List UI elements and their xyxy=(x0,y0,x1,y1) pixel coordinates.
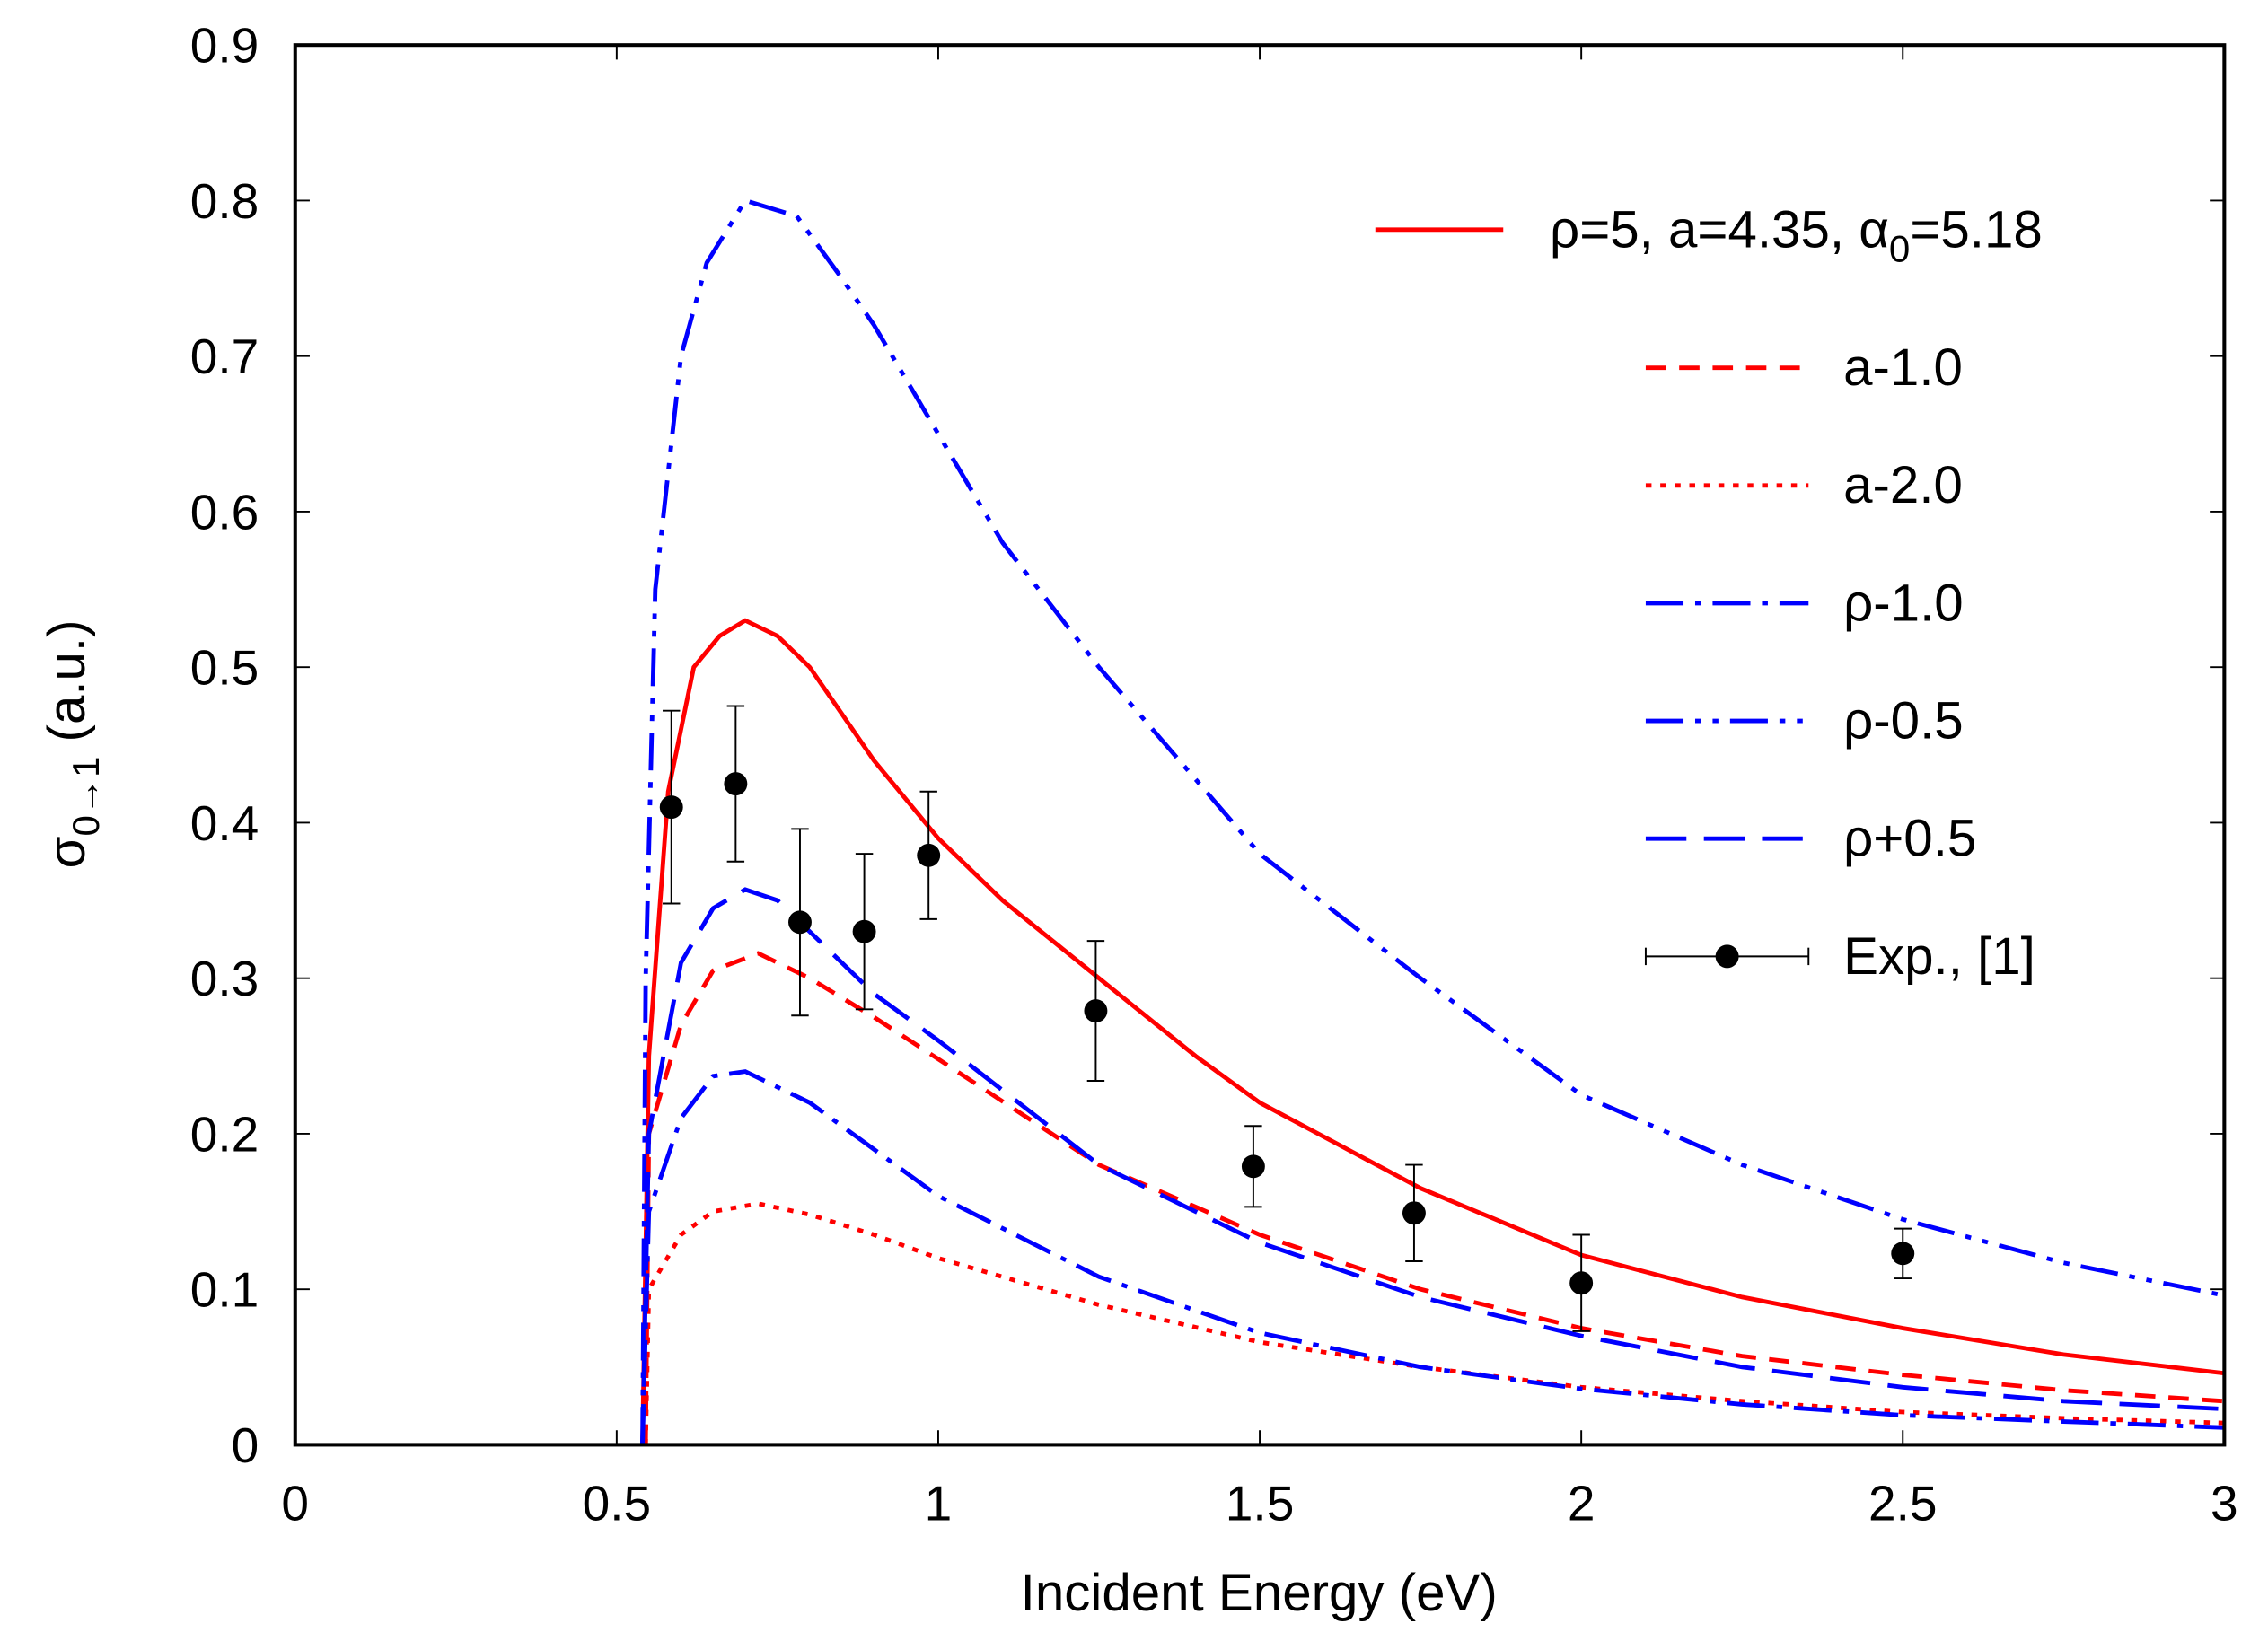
y-tick-label: 0.2 xyxy=(190,1106,259,1162)
x-tick-label: 2 xyxy=(1568,1476,1596,1531)
legend-label: ρ-0.5 xyxy=(1843,692,1964,750)
axis-ticks: 0 0.5 1 1.5 2 2.5 3 0 0.1 0.2 0.3 0.4 0.5 0.6 0.7 0.8 0.… xyxy=(190,18,2238,1531)
data-point xyxy=(917,843,941,867)
legend-label: a-1.0 xyxy=(1843,338,1963,397)
data-point xyxy=(1569,1271,1594,1295)
y-tick-label: 0.3 xyxy=(190,951,259,1006)
series-line--1-0 xyxy=(640,1069,2225,1445)
y-tick-label: 0.8 xyxy=(190,173,259,229)
x-tick-label: 3 xyxy=(2211,1476,2238,1531)
x-tick-label: 1.5 xyxy=(1226,1476,1295,1531)
plot-frame xyxy=(293,43,2227,1447)
legend: ρ=5, a=4.35, α0=5.18 a-1.0 a-2.0 ρ-1.0 ρ-0.5… xyxy=(1375,200,2043,986)
legend-label: Exp., [1] xyxy=(1843,927,2035,986)
x-tick-label: 1 xyxy=(925,1476,953,1531)
legend-label: ρ-1.0 xyxy=(1843,574,1964,632)
data-point xyxy=(659,795,683,820)
data-point xyxy=(1241,1154,1265,1179)
series-line--0-5 xyxy=(640,887,2225,1445)
legend-label: a-2.0 xyxy=(1843,456,1963,514)
data-point xyxy=(1891,1242,1915,1266)
x-axis-label: Incident Energy (eV) xyxy=(1021,1564,1498,1622)
y-tick-label: 0.5 xyxy=(190,640,259,696)
legend-label: ρ+0.5 xyxy=(1843,810,1976,868)
x-tick-label: 0.5 xyxy=(583,1476,652,1531)
legend-label: ρ=5, a=4.35, α0=5.18 xyxy=(1550,200,2043,269)
y-tick-label: 0.6 xyxy=(190,484,259,540)
data-point xyxy=(788,910,812,935)
series-line--0-5 xyxy=(640,197,2225,1445)
experimental-points xyxy=(659,705,1915,1332)
data-point xyxy=(852,919,876,943)
y-tick-label: 0.1 xyxy=(190,1262,259,1318)
series-line--5-a-4-35-0-5-18 xyxy=(640,618,2225,1445)
x-tick-label: 2.5 xyxy=(1868,1476,1938,1531)
data-point xyxy=(724,772,748,796)
series-curves xyxy=(640,197,2225,1445)
y-tick-label: 0.4 xyxy=(190,795,259,851)
y-tick-label: 0 xyxy=(232,1417,259,1473)
legend-swatch xyxy=(1715,944,1739,969)
y-tick-label: 0.9 xyxy=(190,18,259,74)
data-point xyxy=(1402,1201,1426,1225)
x-tick-label: 0 xyxy=(281,1476,309,1531)
series-line-a-2-0 xyxy=(643,1201,2225,1445)
data-point xyxy=(1084,999,1108,1023)
y-axis-label: σ0→1 (a.u.) xyxy=(38,619,107,868)
y-tick-label: 0.7 xyxy=(190,329,259,384)
series-line-a-1-0 xyxy=(643,951,2225,1445)
